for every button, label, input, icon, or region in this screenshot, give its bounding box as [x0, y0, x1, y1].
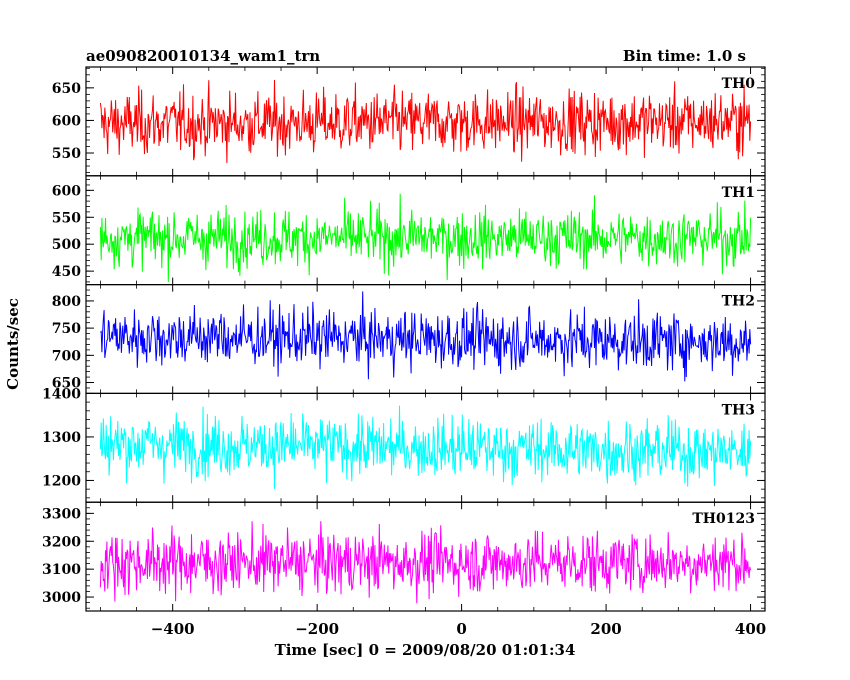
panel-label-th1: TH1 — [722, 185, 755, 201]
x-axis-label: Time [sec] 0 = 2009/08/20 01:01:34 — [275, 641, 576, 659]
y-tick-label: 750 — [52, 321, 81, 337]
series-line-th0123 — [99, 521, 752, 604]
y-tick-label: 1400 — [42, 386, 81, 402]
y-tick-label: 550 — [52, 146, 81, 162]
x-tick-label: −400 — [151, 620, 195, 638]
y-tick-label: 800 — [52, 294, 81, 310]
y-tick-label: 700 — [52, 348, 81, 364]
y-tick-label: 450 — [52, 264, 81, 280]
x-tick-label: 400 — [735, 620, 766, 638]
y-tick-label: 650 — [52, 376, 81, 392]
panels-group: 550 600 650 TH0 450 500 550 600 TH1 650 700 750 800 T… — [42, 66, 766, 612]
x-axis: −400 −200 0 200 400 — [151, 620, 766, 638]
y-tick-label: 550 — [52, 210, 81, 226]
y-tick-label: 3100 — [42, 562, 81, 578]
y-tick-label: 600 — [52, 113, 81, 129]
panel-label-th2: TH2 — [722, 294, 755, 310]
panel-th2: 650 700 750 800 TH2 — [52, 284, 766, 395]
x-tick-label: 200 — [590, 620, 621, 638]
y-tick-label: 3300 — [42, 506, 81, 522]
series-line-th2 — [100, 291, 752, 382]
x-tick-label: −200 — [295, 620, 339, 638]
y-tick-label: 600 — [52, 183, 81, 199]
bin-time-label: Bin time: 1.0 s — [623, 47, 746, 65]
series-line-th3 — [99, 405, 752, 489]
panel-th1: 450 500 550 600 TH1 — [52, 175, 766, 286]
y-axis-label: Counts/sec — [4, 298, 22, 390]
panel-label-th0123: TH0123 — [692, 511, 755, 527]
panel-label-th3: TH3 — [722, 402, 755, 418]
series-line-th0 — [99, 79, 752, 164]
y-tick-label: 1300 — [42, 430, 81, 446]
x-tick-label: 0 — [456, 620, 466, 638]
y-tick-label: 3000 — [42, 590, 81, 606]
panel-th0123: 3000 3100 3200 3300 TH0123 — [42, 501, 766, 612]
y-tick-label: 500 — [52, 237, 81, 253]
series-line-th1 — [99, 193, 752, 283]
panel-th3: 1200 1300 1400 TH3 — [42, 386, 766, 503]
panel-th0: 550 600 650 TH0 — [52, 66, 766, 177]
y-tick-label: 1200 — [42, 473, 81, 489]
chart-title: ae090820010134_wam1_trn — [86, 47, 320, 65]
panel-label-th0: TH0 — [722, 76, 756, 92]
y-tick-label: 3200 — [42, 534, 81, 550]
y-tick-label: 650 — [52, 81, 81, 97]
